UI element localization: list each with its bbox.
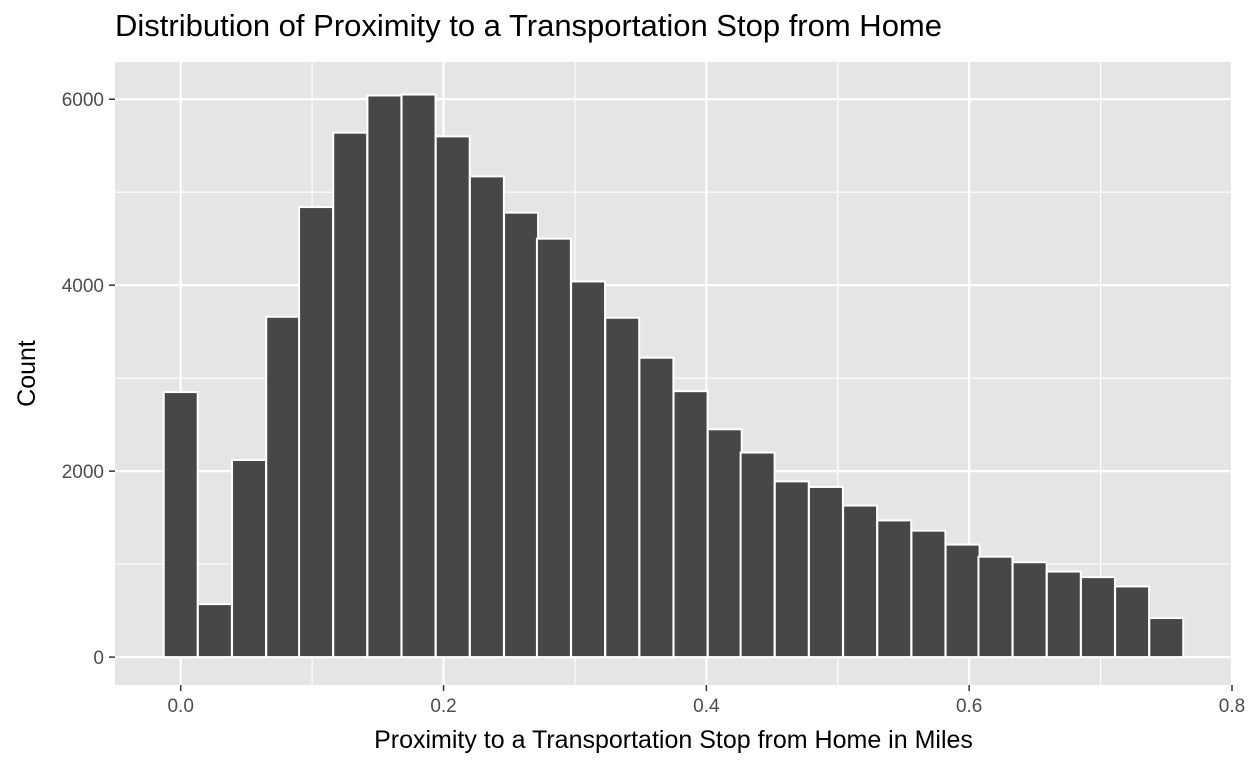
histogram-bar (535, 237, 572, 659)
histogram-bar (638, 356, 675, 659)
histogram-bar (1114, 585, 1151, 659)
histogram-bar (842, 504, 879, 659)
histogram-bar (400, 93, 437, 659)
histogram-bar (332, 131, 369, 659)
histogram-bar (1011, 561, 1048, 659)
histogram-bars (162, 93, 1185, 659)
histogram-bar (1148, 617, 1185, 659)
histogram-bar (977, 555, 1014, 659)
histogram-bar (265, 315, 302, 659)
histogram-bar (231, 458, 268, 659)
histogram-bar (503, 211, 540, 659)
chart-title: Distribution of Proximity to a Transport… (115, 8, 942, 43)
histogram-bar (739, 451, 776, 659)
histogram-bar (876, 519, 913, 659)
histogram-bar (773, 480, 810, 659)
x-tick-label: 0.2 (430, 696, 456, 717)
y-tick-label: 0 (93, 648, 104, 669)
y-axis-title: Count (13, 340, 41, 407)
y-axis: 0 2000 4000 6000 (62, 90, 115, 669)
x-tick-label: 0.0 (167, 696, 193, 717)
x-tick-label: 0.8 (1219, 696, 1245, 717)
y-tick-label: 6000 (62, 90, 104, 111)
x-axis: 0.0 0.2 0.4 0.6 0.8 (167, 685, 1245, 717)
y-tick-label: 2000 (62, 462, 104, 483)
x-tick-label: 0.6 (956, 696, 982, 717)
histogram-bar (196, 603, 233, 659)
histogram-bar (570, 280, 607, 659)
histogram-bar (298, 206, 335, 659)
x-tick-label: 0.4 (693, 696, 720, 717)
y-tick-label: 4000 (62, 276, 104, 297)
x-axis-title: Proximity to a Transportation Stop from … (374, 726, 973, 754)
histogram-bar (910, 529, 947, 659)
histogram-bar (434, 135, 471, 659)
histogram-bar (162, 391, 199, 659)
histogram-bar (807, 485, 844, 659)
histogram-bar (706, 428, 743, 659)
histogram-bar (1045, 570, 1082, 659)
histogram-bar (1079, 576, 1116, 659)
histogram-bar (604, 316, 641, 659)
histogram-bar (672, 390, 709, 659)
histogram-bar (468, 175, 505, 659)
histogram-bar (366, 94, 403, 659)
histogram-bar (944, 543, 981, 659)
